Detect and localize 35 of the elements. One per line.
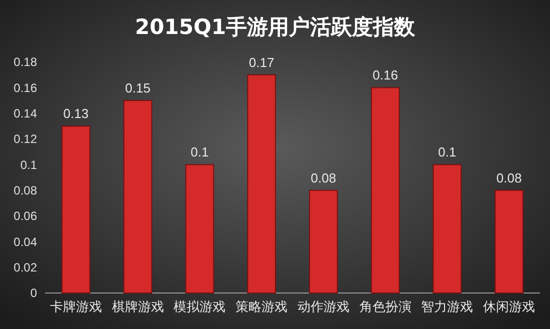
data-label: 0.08 (310, 170, 336, 186)
bar (432, 164, 462, 294)
data-label: 0.1 (190, 144, 209, 160)
y-tick-label: 0.16 (14, 80, 38, 95)
bar (247, 74, 276, 294)
y-tick-label: 0.08 (14, 184, 38, 198)
y-tick-label: 0.1 (20, 158, 38, 172)
data-label: 0.15 (125, 80, 150, 96)
bar (309, 190, 338, 294)
data-label: 0.17 (248, 54, 274, 70)
y-tick-label: 0.18 (14, 55, 38, 70)
bar (370, 87, 400, 294)
y-tick-label: 0.14 (14, 106, 38, 121)
x-tick-label: 动作游戏 (297, 300, 350, 315)
x-tick-label: 智力游戏 (421, 300, 474, 315)
bar (185, 164, 214, 294)
x-tick-label: 模拟游戏 (174, 300, 226, 315)
y-tick-label: 0.04 (14, 234, 38, 249)
y-tick-label: 0.06 (14, 209, 38, 224)
bar (123, 100, 152, 294)
x-tick-label: 角色扮演 (359, 300, 412, 315)
y-tick-label: 0 (30, 286, 38, 300)
x-tick-label: 棋牌游戏 (112, 300, 164, 315)
chart-title: 2015Q1手游用户活跃度指数 (135, 15, 416, 39)
data-label: 0.1 (438, 144, 456, 160)
x-tick-label: 策略游戏 (236, 300, 288, 315)
x-tick-label: 休闲游戏 (483, 300, 536, 315)
data-label: 0.16 (372, 68, 398, 83)
x-tick-label: 卡牌游戏 (50, 300, 102, 315)
bar (62, 126, 90, 294)
y-tick-label: 0.02 (14, 260, 38, 275)
y-tick-label: 0.12 (14, 132, 38, 146)
data-label: 0.13 (63, 106, 89, 122)
data-label: 0.08 (496, 170, 522, 186)
bar (494, 190, 524, 294)
